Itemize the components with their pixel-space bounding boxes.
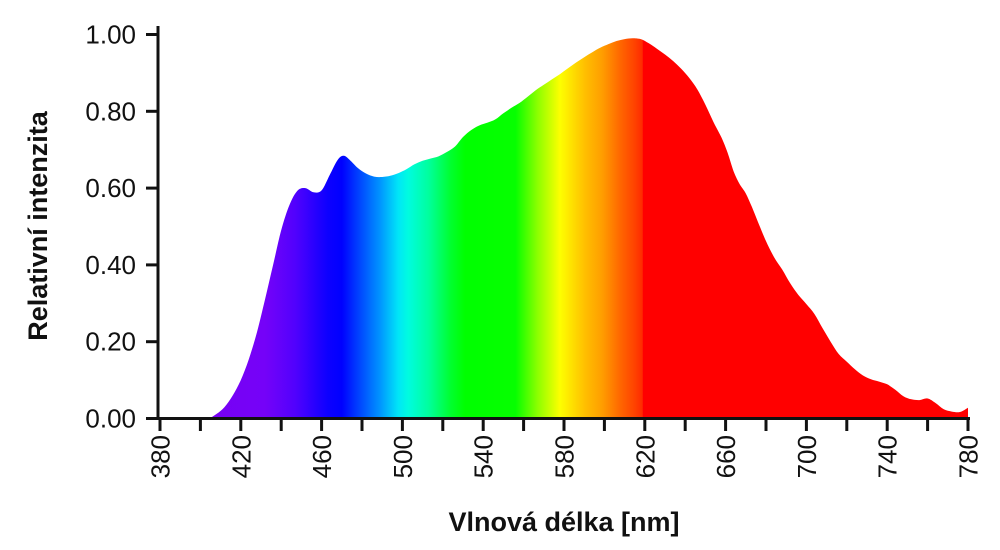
x-tick-label-780: 780 [954,435,984,478]
y-tick-label-0.60: 0.60 [85,173,136,203]
x-tick-label-540: 540 [469,435,499,478]
x-axis-tick-labels: 380 420 460 500 540 580 620 660 700 740 780 [146,435,984,478]
x-tick-label-420: 420 [226,435,256,478]
x-tick-label-740: 740 [873,435,903,478]
y-axis-tick-labels: 0.00 0.20 0.40 0.60 0.80 1.00 [85,20,136,434]
x-tick-label-660: 660 [711,435,741,478]
x-tick-label-460: 460 [307,435,337,478]
x-axis-ticks [158,420,970,431]
x-tick-label-620: 620 [630,435,660,478]
x-tick-label-700: 700 [792,435,822,478]
spectrum-area [160,38,968,419]
x-axis-title: Vlnová délka [nm] [448,507,679,537]
y-tick-label-1.00: 1.00 [85,20,136,50]
axes [155,26,970,420]
y-tick-label-0.80: 0.80 [85,96,136,126]
y-tick-label-0.40: 0.40 [85,250,136,280]
x-tick-label-580: 580 [550,435,580,478]
y-axis-title: Relativní intenzita [23,110,53,341]
y-tick-label-0.20: 0.20 [85,327,136,357]
x-tick-label-500: 500 [388,435,418,478]
x-tick-label-380: 380 [146,435,176,478]
y-tick-label-0.00: 0.00 [85,404,136,434]
y-axis-ticks [146,33,157,420]
